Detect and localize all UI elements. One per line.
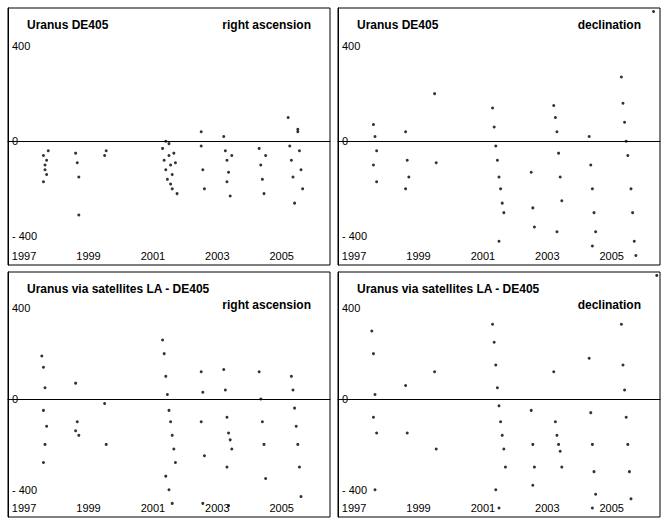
svg-text:2003: 2003 bbox=[205, 502, 229, 514]
svg-text:2001: 2001 bbox=[141, 250, 165, 262]
svg-text:0: 0 bbox=[12, 135, 19, 148]
svg-text:Uranus DE405: Uranus DE405 bbox=[357, 18, 439, 32]
svg-text:2001: 2001 bbox=[141, 502, 165, 514]
svg-text:1999: 1999 bbox=[406, 502, 430, 514]
svg-text:Uranus DE405: Uranus DE405 bbox=[27, 18, 109, 32]
svg-text:1997: 1997 bbox=[342, 502, 366, 514]
svg-text:0: 0 bbox=[12, 393, 19, 405]
svg-text:400: 400 bbox=[342, 302, 360, 314]
svg-text:1997: 1997 bbox=[12, 250, 36, 262]
svg-text:400: 400 bbox=[342, 40, 360, 52]
svg-text:2003: 2003 bbox=[535, 502, 559, 514]
svg-text:1999: 1999 bbox=[406, 250, 430, 262]
svg-text:Uranus via satellites LA - DE4: Uranus via satellites LA - DE405 bbox=[357, 282, 540, 296]
svg-text:1997: 1997 bbox=[12, 502, 36, 514]
svg-text:right ascension: right ascension bbox=[222, 298, 311, 312]
svg-text:2005: 2005 bbox=[599, 250, 623, 262]
svg-text:declination: declination bbox=[578, 298, 641, 312]
svg-text:right ascension: right ascension bbox=[222, 18, 311, 32]
svg-text:0: 0 bbox=[342, 393, 349, 405]
svg-text:2005: 2005 bbox=[269, 502, 293, 514]
svg-text:declination: declination bbox=[578, 18, 641, 32]
svg-text:400: 400 bbox=[12, 302, 30, 314]
svg-text:- 400: - 400 bbox=[342, 230, 367, 242]
svg-text:2001: 2001 bbox=[471, 250, 495, 262]
svg-text:- 400: - 400 bbox=[342, 484, 367, 496]
svg-text:2001: 2001 bbox=[471, 502, 495, 514]
svg-text:2005: 2005 bbox=[599, 502, 623, 514]
svg-text:2005: 2005 bbox=[269, 250, 293, 262]
svg-text:1999: 1999 bbox=[76, 250, 100, 262]
svg-text:0: 0 bbox=[342, 135, 349, 148]
svg-text:- 400: - 400 bbox=[12, 484, 37, 496]
svg-text:- 400: - 400 bbox=[12, 230, 37, 242]
svg-text:1997: 1997 bbox=[342, 250, 366, 262]
svg-text:2003: 2003 bbox=[205, 250, 229, 262]
svg-text:1999: 1999 bbox=[76, 502, 100, 514]
svg-text:400: 400 bbox=[12, 40, 30, 52]
svg-text:2003: 2003 bbox=[535, 250, 559, 262]
svg-text:Uranus via satellites LA - DE4: Uranus via satellites LA - DE405 bbox=[27, 282, 210, 296]
